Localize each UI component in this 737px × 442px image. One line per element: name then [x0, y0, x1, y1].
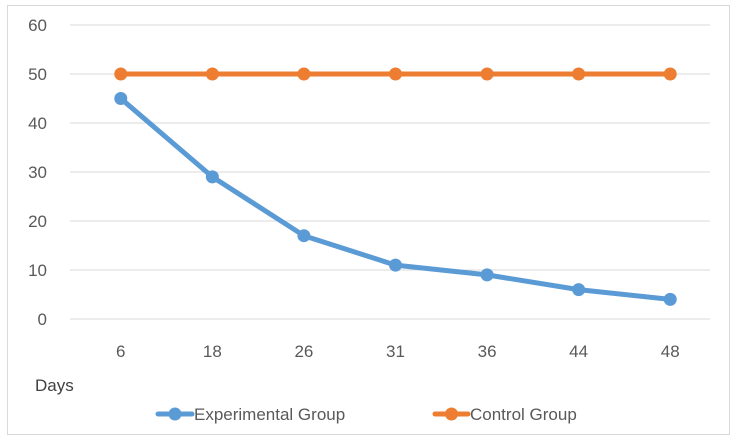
legend-marker [168, 407, 182, 421]
y-tick-label: 30 [28, 163, 47, 182]
data-point [297, 229, 311, 243]
y-tick-label: 50 [28, 65, 47, 84]
chart-frame [7, 5, 730, 435]
data-point [663, 292, 677, 306]
y-tick-label: 0 [38, 310, 47, 329]
x-axis-title: Days [35, 376, 74, 395]
y-tick-label: 60 [28, 16, 47, 35]
y-tick-label: 10 [28, 261, 47, 280]
data-point [114, 67, 128, 81]
x-tick-label: 18 [203, 342, 222, 361]
x-tick-label: 26 [294, 342, 313, 361]
y-tick-label: 40 [28, 114, 47, 133]
data-point [297, 67, 311, 81]
x-tick-label: 36 [478, 342, 497, 361]
data-point [663, 67, 677, 81]
x-tick-label: 6 [116, 342, 125, 361]
data-point [389, 67, 402, 81]
data-point [572, 67, 586, 81]
x-axis-tick-labels: 6 18 26 31 36 44 48 [116, 342, 680, 361]
series-points [114, 67, 677, 306]
data-point [389, 258, 402, 272]
y-tick-label: 20 [28, 212, 47, 231]
data-point [480, 268, 494, 282]
legend-label: Control Group [470, 405, 577, 424]
data-point [114, 92, 128, 105]
x-tick-label: 48 [661, 342, 680, 361]
data-point [572, 283, 586, 297]
x-tick-label: 44 [569, 342, 588, 361]
gridlines [70, 24, 710, 320]
legend: Experimental Group Control Group [155, 405, 577, 424]
y-axis-tick-labels: 0 10 20 30 40 50 60 [28, 16, 47, 329]
legend-label: Experimental Group [194, 405, 345, 424]
data-point [205, 170, 219, 184]
data-point [480, 67, 494, 81]
legend-marker [445, 407, 458, 421]
x-tick-label: 31 [386, 342, 405, 361]
data-point [205, 67, 219, 81]
